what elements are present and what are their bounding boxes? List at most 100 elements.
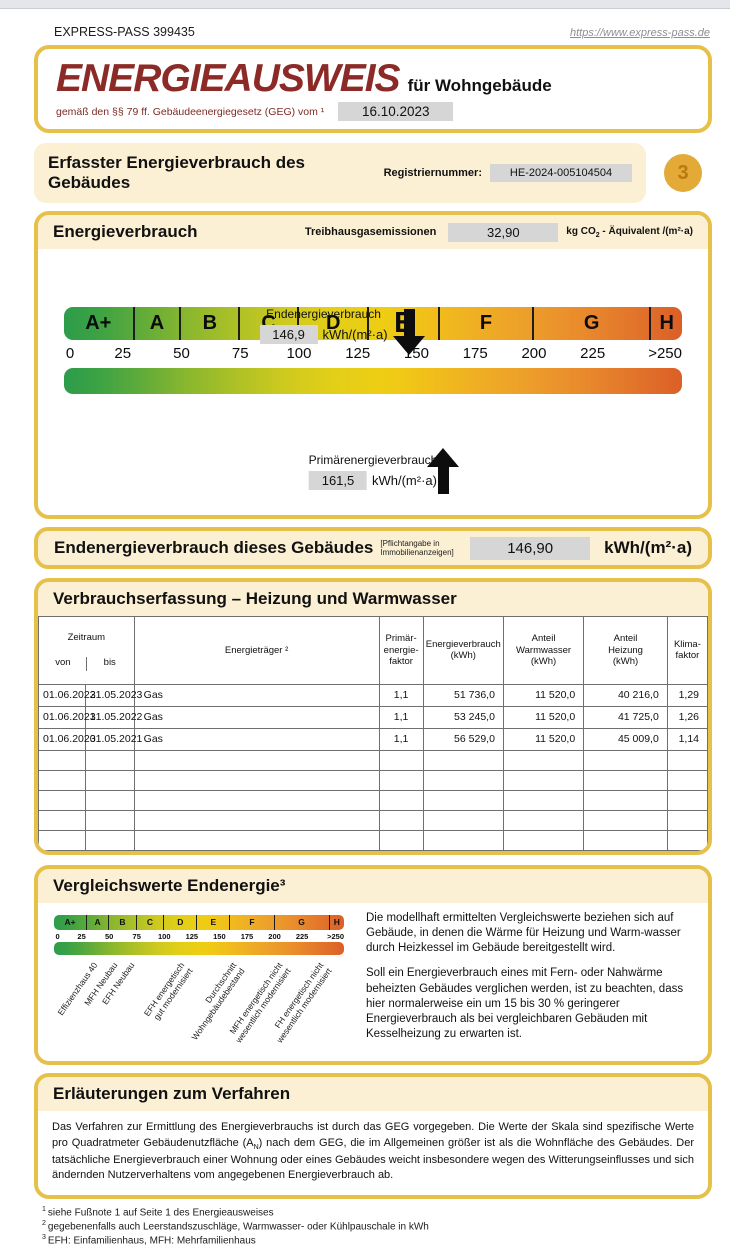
primary-energy-marker-arrow: [427, 448, 460, 494]
final-energy-summary-bar: Endenergieverbrauch dieses Gebäudes [Pfl…: [34, 527, 712, 569]
section-header-row: Erfasster Energieverbrauch des Gebäudes …: [34, 143, 712, 203]
scale-tick: >250: [648, 345, 682, 362]
cell-von: 01.06.2021: [38, 705, 96, 729]
class-segment: C: [137, 914, 165, 930]
scale-tick: 200: [268, 931, 281, 941]
registration-number-field: HE-2024-005104504: [490, 164, 632, 182]
class-segment: H: [659, 312, 674, 334]
scale-tick: 75: [132, 931, 141, 941]
ghg-emissions-label: Treibhausgasemissionen: [304, 226, 437, 238]
footnote: 3 EFH: Einfamilienhaus, MFH: Mehrfamilien…: [42, 1234, 256, 1247]
table-row: 01.06.2021 31.05.2022 Gas 1,1 53 245,0 1…: [38, 705, 708, 729]
explanation-box-header: Erläuterungen zum Verfahren: [38, 1076, 708, 1111]
scale-tick: 225: [295, 931, 309, 941]
class-segment: G: [275, 914, 330, 930]
table-row-empty: [38, 749, 708, 771]
cell-bis: 31.05.2023: [84, 683, 142, 707]
cell-klima: 1,14: [666, 727, 708, 751]
consumption-table-box: Verbrauchserfassung – Heizung und Warmwa…: [34, 578, 712, 855]
table-row: 01.06.2020 31.05.2021 Gas 1,1 56 529,0 1…: [38, 727, 708, 751]
cell-verbrauch: 53 245,0: [422, 705, 504, 729]
final-energy-annotation: Endenergieverbrauch 146,9 kWh/(m²·a): [259, 307, 388, 344]
issue-date-field: 16.10.2023: [338, 102, 454, 121]
comparison-box-header: Vergleichswerte Endenergie³: [38, 868, 708, 903]
table-header-row: Zeitraum von bis Energieträger ² Primär- …: [38, 616, 708, 685]
explanation-box: Erläuterungen zum Verfahren Das Verfahre…: [34, 1072, 712, 1199]
issuer-url-link[interactable]: https://www.express-pass.de: [569, 27, 710, 39]
scale-tick: 50: [104, 931, 114, 941]
final-energy-marker-arrow: [393, 309, 426, 355]
registration-label: Registriernummer:: [383, 167, 482, 179]
primary-energy-annotation: Primärenergieverbrauch 161,5 kWh/(m²·a): [308, 453, 438, 490]
comparison-box: Vergleichswerte Endenergie³ A+ A B C D E…: [34, 864, 712, 1065]
class-segment: B: [181, 307, 241, 340]
class-segment: F: [230, 914, 275, 930]
energy-consumption-box: Energieverbrauch Treibhausgasemissionen …: [34, 211, 712, 519]
ghg-emissions-value-field: 32,90: [448, 222, 559, 242]
final-energy-summary-unit: kWh/(m²·a): [604, 538, 692, 557]
col-zeitraum: Zeitraum von bis: [38, 616, 135, 685]
table-row: 01.06.2022 31.05.2023 Gas 1,1 51 736,0 1…: [38, 683, 708, 707]
cell-warmwasser: 11 520,0: [502, 705, 585, 729]
primary-energy-value-field: 161,5: [308, 471, 367, 490]
section-title: Erfasster Energieverbrauch des Gebäudes: [48, 153, 306, 192]
final-energy-summary-value-field: 146,90: [470, 536, 591, 560]
energy-box-title: Energieverbrauch: [53, 222, 198, 241]
class-segment: H: [333, 917, 340, 928]
cell-klima: 1,26: [666, 705, 708, 729]
table-row-empty: [38, 789, 708, 811]
page-number-badge: 3: [664, 154, 702, 192]
cell-warmwasser: 11 520,0: [502, 683, 585, 707]
col-klimafaktor: Klima- faktor: [666, 616, 708, 685]
scale-tick: 150: [403, 345, 429, 362]
explanation-text: Das Verfahren zur Ermittlung des Energie…: [38, 1110, 708, 1195]
footnotes: 1 siehe Fußnote 1 auf Seite 1 des Energie…: [42, 1206, 712, 1248]
document-title: ENERGIEAUSWEIS: [56, 57, 401, 100]
explanation-box-title: Erläuterungen zum Verfahren: [53, 1083, 291, 1103]
scale-tick: 175: [462, 345, 488, 362]
col-primaerenergiefaktor: Primär- energie- faktor: [378, 616, 424, 685]
cell-heizung: 40 216,0: [583, 683, 668, 707]
scale-tick: 0: [65, 345, 75, 362]
scale-tick: 100: [157, 931, 171, 941]
consumption-table-header: Verbrauchserfassung – Heizung und Warmwa…: [38, 582, 708, 616]
cell-energietraeger: Gas: [133, 683, 380, 707]
document-subtitle: für Wohngebäude: [407, 76, 552, 95]
class-segment: G: [534, 307, 652, 340]
table-row-empty: [38, 829, 708, 851]
primary-energy-gradient-bar: [64, 368, 682, 394]
cell-pef: 1,1: [378, 705, 424, 729]
cell-klima: 1,29: [666, 683, 708, 707]
law-reference-text: gemäß den §§ 79 ff. Gebäudeenergiegesetz…: [56, 105, 325, 118]
footnote: 2 gegebenenfalls auch Leerstandszuschläge…: [42, 1220, 429, 1233]
page-top-strip: [0, 0, 730, 9]
energy-scale: Endenergieverbrauch 146,9 kWh/(m²·a) A+ …: [64, 307, 682, 503]
cell-verbrauch: 56 529,0: [422, 727, 504, 751]
scale-tick: 125: [345, 345, 371, 362]
comparison-class-bar: A+ A B C D E F G H: [54, 914, 344, 930]
comparison-box-title: Vergleichswerte Endenergie³: [53, 875, 286, 895]
consumption-table: Zeitraum von bis Energieträger ² Primär- …: [38, 616, 708, 851]
section-header: Erfasster Energieverbrauch des Gebäudes …: [34, 143, 646, 203]
document-header: EXPRESS-PASS 399435 https://www.express-…: [0, 9, 730, 45]
final-energy-summary-title: Endenergieverbrauch dieses Gebäudes: [54, 538, 374, 557]
col-energieverbrauch: Energieverbrauch (kWh): [422, 616, 504, 685]
comparison-paragraph: Soll ein Energieverbrauch eines mit Fern…: [366, 967, 684, 1041]
comparison-explanatory-text: Die modellhaft ermittelten Vergleichswer…: [366, 911, 692, 1052]
consumption-table-title: Verbrauchserfassung – Heizung und Warmwa…: [53, 589, 457, 608]
cell-bis: 31.05.2021: [84, 727, 142, 751]
class-segment: F: [440, 307, 534, 340]
cell-energietraeger: Gas: [133, 705, 380, 729]
class-segment: A: [135, 307, 182, 340]
scale-tick: >250: [327, 931, 344, 941]
cell-pef: 1,1: [378, 683, 424, 707]
class-segment: E: [197, 914, 231, 930]
cell-von: 01.06.2022: [38, 683, 96, 707]
scale-tick: 150: [213, 931, 226, 941]
scale-tick: 100: [286, 345, 312, 362]
cell-heizung: 45 009,0: [583, 727, 668, 751]
energy-class-bar: A+ A B C D E F G H: [64, 307, 682, 340]
cell-warmwasser: 11 520,0: [502, 727, 585, 751]
class-segment: D: [299, 307, 370, 340]
table-row-empty: [38, 769, 708, 791]
